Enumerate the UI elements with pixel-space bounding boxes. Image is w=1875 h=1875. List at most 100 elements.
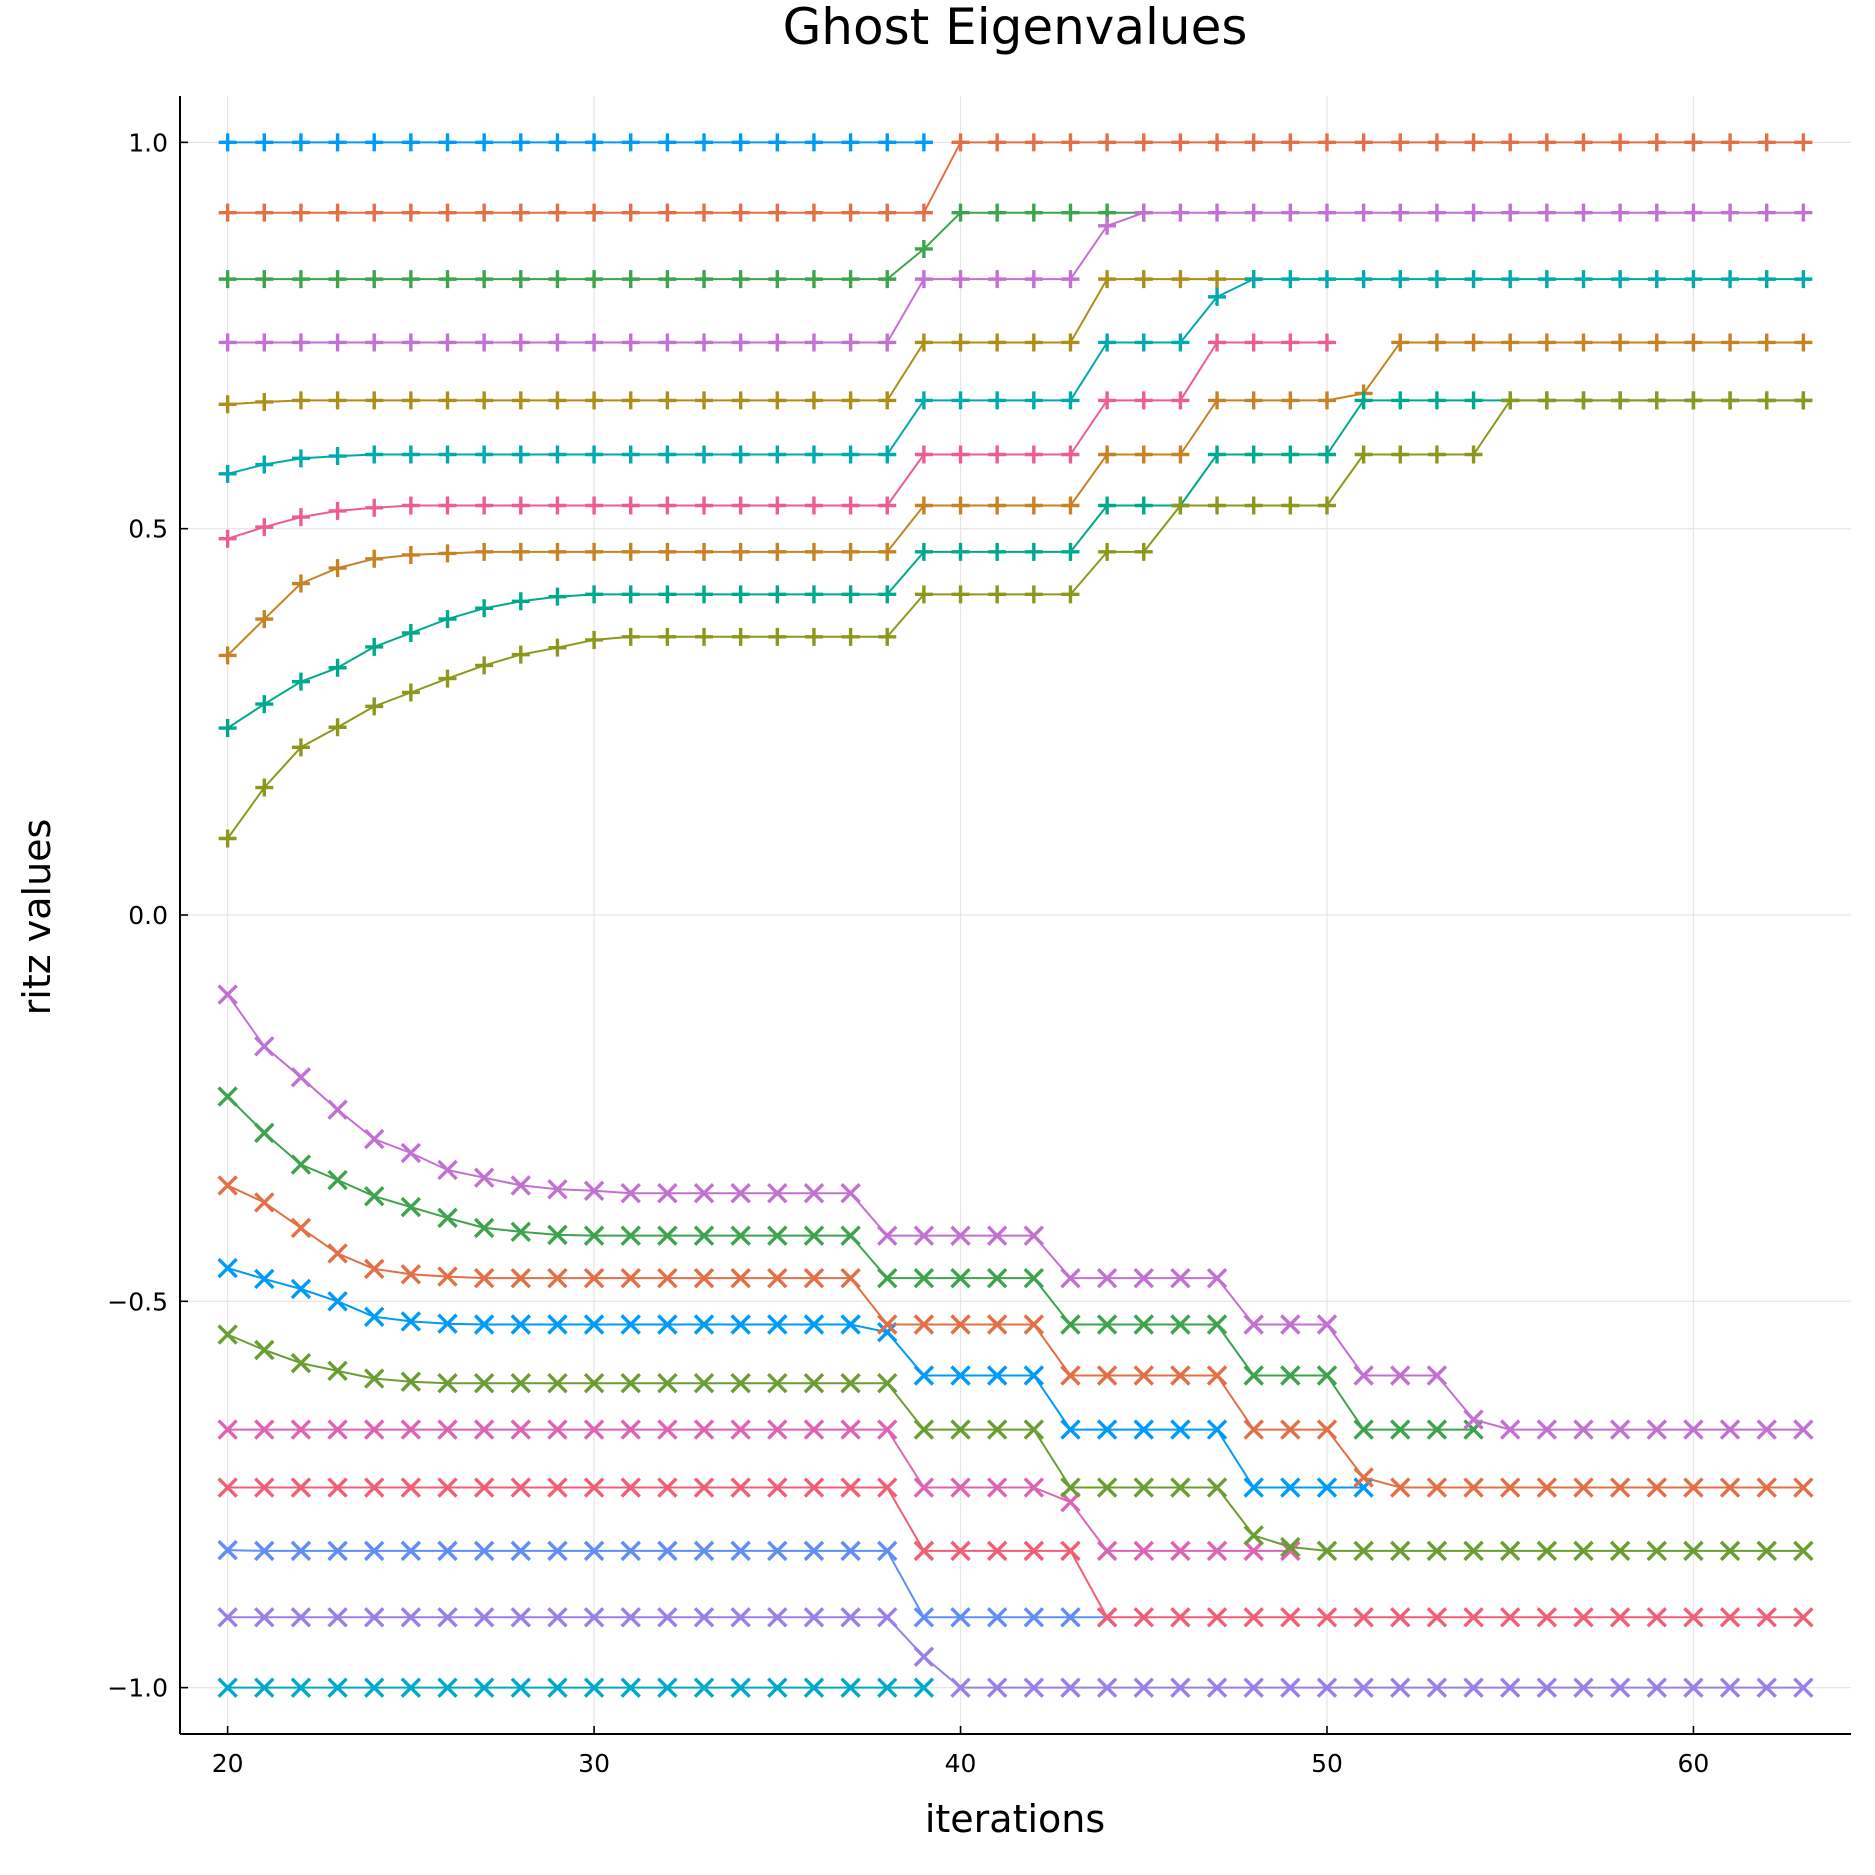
- plus-marker: [1427, 391, 1446, 410]
- cross-marker: [217, 1086, 238, 1107]
- chart-title: Ghost Eigenvalues: [783, 0, 1248, 56]
- plus-marker: [841, 496, 860, 515]
- plus-marker: [218, 333, 237, 352]
- cross-marker: [840, 1373, 861, 1394]
- cross-marker: [840, 1182, 861, 1204]
- cross-marker: [803, 1677, 825, 1698]
- plus-marker: [1684, 270, 1703, 289]
- plus-marker: [695, 203, 714, 222]
- cross-marker: [400, 1196, 422, 1218]
- plus-marker: [878, 542, 897, 561]
- cross-marker: [1463, 1540, 1484, 1562]
- plus-marker: [878, 133, 897, 152]
- plus-marker: [878, 585, 897, 604]
- cross-marker: [840, 1267, 861, 1289]
- cross-marker: [1170, 1677, 1191, 1698]
- plus-marker: [218, 203, 237, 222]
- cross-marker: [1353, 1540, 1374, 1562]
- cross-marker: [1426, 1607, 1448, 1628]
- plus-marker: [658, 333, 677, 352]
- cross-marker: [364, 1540, 385, 1562]
- cross-marker: [657, 1267, 678, 1289]
- cross-marker: [693, 1225, 715, 1246]
- cross-marker: [1133, 1314, 1154, 1335]
- plus-marker: [988, 270, 1007, 289]
- cross-marker: [950, 1314, 971, 1335]
- cross-marker: [767, 1477, 788, 1498]
- plus-marker: [1684, 391, 1703, 410]
- cross-marker: [657, 1477, 678, 1498]
- plus-marker: [475, 391, 494, 410]
- series-line: [227, 211, 1804, 344]
- cross-marker: [950, 1540, 971, 1562]
- plus-marker: [1464, 203, 1483, 222]
- cross-marker: [877, 1322, 898, 1343]
- cross-marker: [510, 1677, 531, 1698]
- cross-marker: [1463, 1677, 1484, 1698]
- cross-marker: [254, 1339, 275, 1361]
- plus-marker: [914, 542, 933, 561]
- plus-marker: [1464, 445, 1483, 464]
- cross-marker: [730, 1540, 751, 1562]
- cross-marker: [1170, 1365, 1191, 1386]
- cross-marker: [1793, 1607, 1814, 1628]
- plus-marker: [841, 133, 860, 152]
- plus-marker: [804, 270, 823, 289]
- plus-marker: [585, 133, 604, 152]
- cross-marker: [657, 1540, 678, 1562]
- cross-marker: [254, 1607, 275, 1628]
- plus-marker: [1501, 270, 1520, 289]
- plus-marker: [988, 542, 1007, 561]
- cross-marker: [473, 1373, 495, 1394]
- plus-marker: [401, 496, 420, 515]
- cross-marker: [1499, 1677, 1521, 1698]
- plus-marker: [1208, 333, 1227, 352]
- cross-marker: [583, 1314, 605, 1335]
- plus-marker: [548, 638, 567, 657]
- cross-marker: [364, 1128, 385, 1150]
- cross-marker: [1280, 1314, 1301, 1335]
- plus-marker: [1427, 270, 1446, 289]
- plus-marker: [1134, 333, 1153, 352]
- plus-marker: [218, 529, 237, 548]
- cross-marker: [913, 1540, 935, 1562]
- cross-marker: [1170, 1477, 1191, 1498]
- plus-marker: [1684, 333, 1703, 352]
- plus-marker: [1501, 203, 1520, 222]
- plus-marker: [1427, 333, 1446, 352]
- plus-marker: [1061, 585, 1080, 604]
- cross-marker: [1060, 1540, 1081, 1562]
- cross-marker: [364, 1677, 385, 1698]
- cross-marker: [1023, 1607, 1045, 1628]
- cross-marker: [1096, 1419, 1118, 1440]
- plus-marker: [1281, 203, 1300, 222]
- cross-marker: [1573, 1607, 1594, 1628]
- cross-marker: [1096, 1540, 1118, 1562]
- plus-marker: [951, 270, 970, 289]
- plus-marker: [1244, 496, 1263, 515]
- cross-marker: [1096, 1607, 1118, 1628]
- plus-marker: [438, 496, 457, 515]
- plus-marker: [658, 496, 677, 515]
- cross-marker: [803, 1477, 825, 1498]
- plus-marker: [328, 718, 347, 737]
- plus-marker: [768, 133, 787, 152]
- cross-marker: [1683, 1419, 1704, 1440]
- plus-marker: [658, 133, 677, 152]
- plus-marker: [1244, 391, 1263, 410]
- plus-marker: [1391, 445, 1410, 464]
- cross-marker: [877, 1677, 898, 1698]
- cross-marker: [620, 1607, 641, 1628]
- plus-marker: [1354, 133, 1373, 152]
- cross-marker: [1096, 1677, 1118, 1698]
- plus-marker: [511, 645, 530, 664]
- cross-marker: [1719, 1677, 1741, 1698]
- plus-marker: [695, 270, 714, 289]
- cross-marker: [400, 1371, 422, 1392]
- plus-marker: [585, 542, 604, 561]
- cross-marker: [620, 1225, 641, 1246]
- plus-marker: [1281, 496, 1300, 515]
- cross-marker: [1206, 1314, 1228, 1335]
- plus-marker: [1024, 203, 1043, 222]
- plus-marker: [1208, 203, 1227, 222]
